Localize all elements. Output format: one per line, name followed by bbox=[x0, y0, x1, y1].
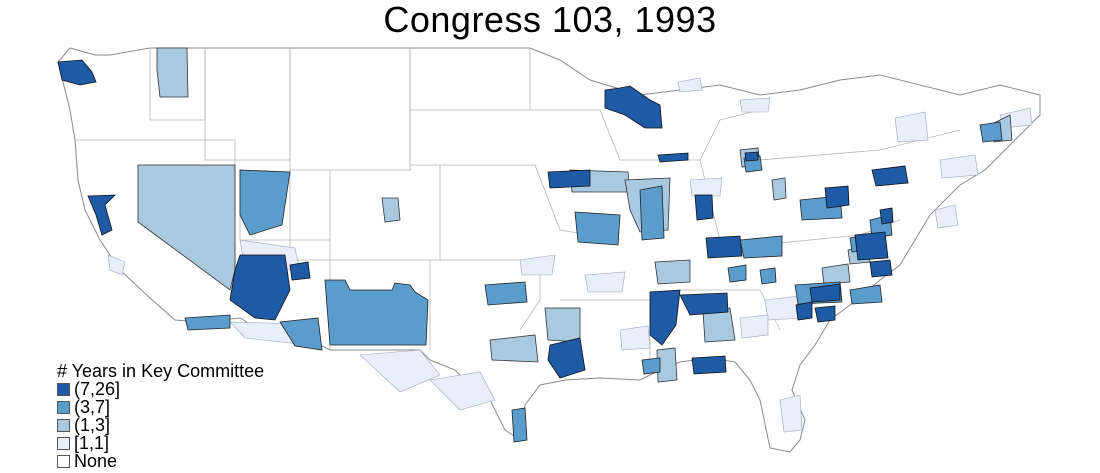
district-va-big bbox=[854, 231, 889, 261]
legend-label: (1,3] bbox=[74, 415, 111, 435]
district-light bbox=[584, 271, 626, 293]
district-wisconsin bbox=[604, 85, 663, 129]
district-arkansas-2 bbox=[727, 264, 747, 283]
district-oklahoma bbox=[484, 281, 528, 306]
legend-item: [1,1] bbox=[57, 434, 264, 452]
district-louisiana-w bbox=[544, 307, 581, 343]
district-arkansas bbox=[654, 259, 691, 285]
district-light bbox=[934, 204, 959, 229]
legend-swatch bbox=[57, 418, 70, 432]
legend-title: # Years in Key Committee bbox=[57, 361, 265, 381]
district-nc-2 bbox=[849, 284, 883, 305]
district-michigan bbox=[657, 152, 689, 163]
district-indiana-small bbox=[744, 151, 759, 162]
district-texas-s bbox=[511, 407, 528, 443]
district-kentucky bbox=[739, 235, 783, 259]
district-utah-small bbox=[381, 197, 401, 223]
district-light bbox=[619, 325, 651, 351]
district-light bbox=[429, 371, 496, 411]
district-light bbox=[894, 111, 929, 143]
district-arizona-az bbox=[324, 279, 429, 346]
district-mo-2 bbox=[759, 267, 777, 285]
legend-swatch bbox=[57, 436, 70, 450]
legend-item: (1,3] bbox=[57, 416, 264, 434]
district-maryland bbox=[879, 207, 894, 225]
district-ohio bbox=[771, 177, 787, 201]
legend-swatch bbox=[57, 454, 70, 468]
district-ny bbox=[871, 165, 909, 187]
district-new-england bbox=[979, 121, 1003, 143]
legend-label: (7,26] bbox=[74, 379, 121, 399]
legend-label: [1,1] bbox=[74, 433, 110, 453]
district-light bbox=[107, 254, 126, 276]
district-tennessee-big bbox=[705, 235, 743, 259]
legend-swatch bbox=[57, 382, 70, 396]
district-iowa-n bbox=[547, 169, 591, 189]
district-washington bbox=[57, 59, 97, 86]
districts-7-26 bbox=[57, 59, 909, 379]
district-georgia-s bbox=[641, 357, 661, 375]
district-nevada-east bbox=[289, 261, 311, 281]
legend-item: None bbox=[57, 452, 264, 470]
district-missouri bbox=[639, 185, 665, 241]
district-nevada bbox=[137, 164, 236, 291]
district-arizona-south bbox=[279, 317, 323, 351]
legend-label: (3,7] bbox=[74, 397, 111, 417]
district-oregon-ca bbox=[87, 194, 117, 236]
district-nc-coast bbox=[814, 305, 836, 323]
district-light bbox=[939, 154, 979, 179]
district-sc bbox=[795, 301, 813, 321]
district-louisiana bbox=[547, 337, 586, 379]
district-kansas bbox=[574, 211, 621, 246]
district-texas-e bbox=[489, 334, 539, 363]
district-nc-big bbox=[809, 283, 841, 303]
district-light bbox=[519, 254, 556, 276]
district-idaho-south bbox=[239, 169, 291, 236]
legend-item: (3,7] bbox=[57, 398, 264, 416]
district-light bbox=[677, 77, 703, 93]
district-va-east bbox=[869, 259, 893, 278]
district-nevada-south bbox=[229, 254, 291, 321]
legend-item: (7,26] bbox=[57, 380, 264, 398]
district-light bbox=[359, 349, 441, 393]
legend-label: None bbox=[74, 451, 118, 471]
district-light bbox=[739, 314, 769, 339]
map-title: Congress 103, 1993 bbox=[383, 0, 717, 40]
district-nc-w bbox=[821, 263, 851, 285]
district-arkansas-big bbox=[649, 289, 681, 346]
legend-swatch bbox=[57, 400, 70, 414]
district-illinois-n bbox=[694, 194, 714, 221]
legend: # Years in Key Committee (7,26] (3,7] (1,3… bbox=[57, 362, 264, 470]
district-light bbox=[739, 97, 771, 113]
district-light bbox=[689, 177, 723, 197]
district-ca-south bbox=[184, 314, 231, 331]
district-georgia bbox=[691, 355, 727, 375]
district-light bbox=[779, 394, 803, 433]
district-ohio-big bbox=[824, 185, 850, 209]
district-idaho-north bbox=[156, 47, 189, 98]
district-mississippi bbox=[679, 292, 729, 316]
